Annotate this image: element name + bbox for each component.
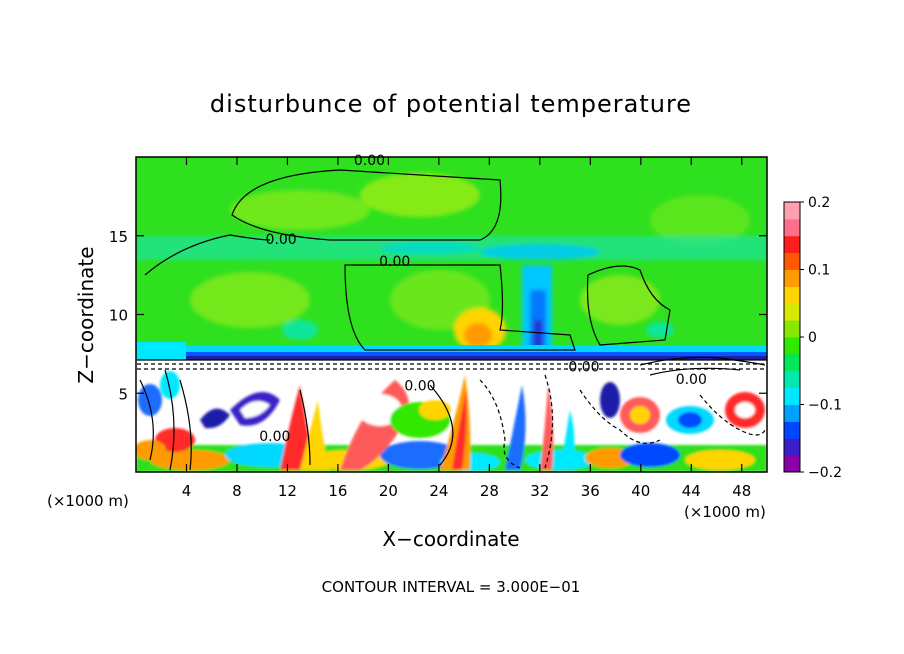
- x-tick-label: 4: [182, 482, 192, 500]
- contour-label: 0.00: [259, 429, 290, 445]
- colorbar-tick-label: 0: [808, 330, 817, 346]
- y-tick-label: 15: [109, 228, 128, 246]
- colorbar-swatch: [784, 421, 800, 439]
- contour-label: 0.00: [676, 372, 707, 388]
- colorbar-swatch: [784, 252, 800, 270]
- colorbar: 0.2 0.1 0 −0.1 −0.2: [783, 195, 842, 481]
- colorbar-swatch: [784, 370, 800, 389]
- x-unit-right: (×1000 m): [684, 503, 766, 521]
- colorbar-swatch: [784, 455, 800, 473]
- colorbar-swatch: [784, 320, 800, 338]
- x-tick-label: 20: [379, 482, 398, 500]
- x-tick-label: 48: [732, 482, 751, 500]
- colorbar-swatch: [784, 387, 800, 405]
- contour-label: 0.00: [266, 232, 297, 248]
- colorbar-tick-label: 0.1: [808, 263, 830, 279]
- colorbar-swatch: [784, 353, 800, 372]
- x-tick-label: 16: [328, 482, 347, 500]
- x-tick-label: 44: [682, 482, 701, 500]
- colorbar-swatch: [784, 269, 800, 287]
- contour-label: 0.00: [354, 153, 385, 169]
- x-axis-label: X−coordinate: [382, 527, 519, 551]
- colorbar-swatch: [784, 235, 800, 254]
- contour-label: 0.00: [379, 254, 410, 270]
- chart-title: disturbunce of potential temperature: [210, 90, 692, 118]
- x-tick-label: 36: [581, 482, 600, 500]
- colorbar-swatch: [784, 438, 800, 456]
- y-tick-label: 5: [118, 385, 128, 403]
- colorbar-swatch: [784, 303, 800, 321]
- colorbar-swatch: [784, 286, 800, 304]
- contour-label: 0.00: [568, 359, 599, 375]
- colorbar-swatch: [784, 337, 800, 355]
- contour-label: 0.00: [404, 378, 435, 394]
- x-tick-label: 8: [232, 482, 242, 500]
- x-axis: 4 8 12 16 20 24 28 32 36 40 44 48: [182, 157, 751, 500]
- x-tick-label: 12: [278, 482, 297, 500]
- colorbar-tick-label: −0.2: [808, 465, 842, 481]
- plot-area: [136, 157, 767, 472]
- colorbar-tick-label: 0.2: [808, 195, 830, 211]
- colorbar-tick-label: −0.1: [808, 398, 842, 414]
- x-tick-label: 28: [480, 482, 499, 500]
- y-axis-label: Z−coordinate: [74, 246, 98, 383]
- contour-interval-note: CONTOUR INTERVAL = 3.000E−01: [322, 578, 581, 596]
- x-unit-left: (×1000 m): [47, 492, 129, 510]
- colorbar-swatch: [784, 404, 800, 422]
- colorbar-swatch: [784, 218, 800, 237]
- y-tick-label: 10: [109, 307, 128, 325]
- x-tick-label: 24: [429, 482, 448, 500]
- colorbar-swatch: [784, 202, 800, 220]
- x-tick-label: 32: [530, 482, 549, 500]
- y-axis: 5 10 15: [109, 228, 767, 403]
- x-tick-label: 40: [631, 482, 650, 500]
